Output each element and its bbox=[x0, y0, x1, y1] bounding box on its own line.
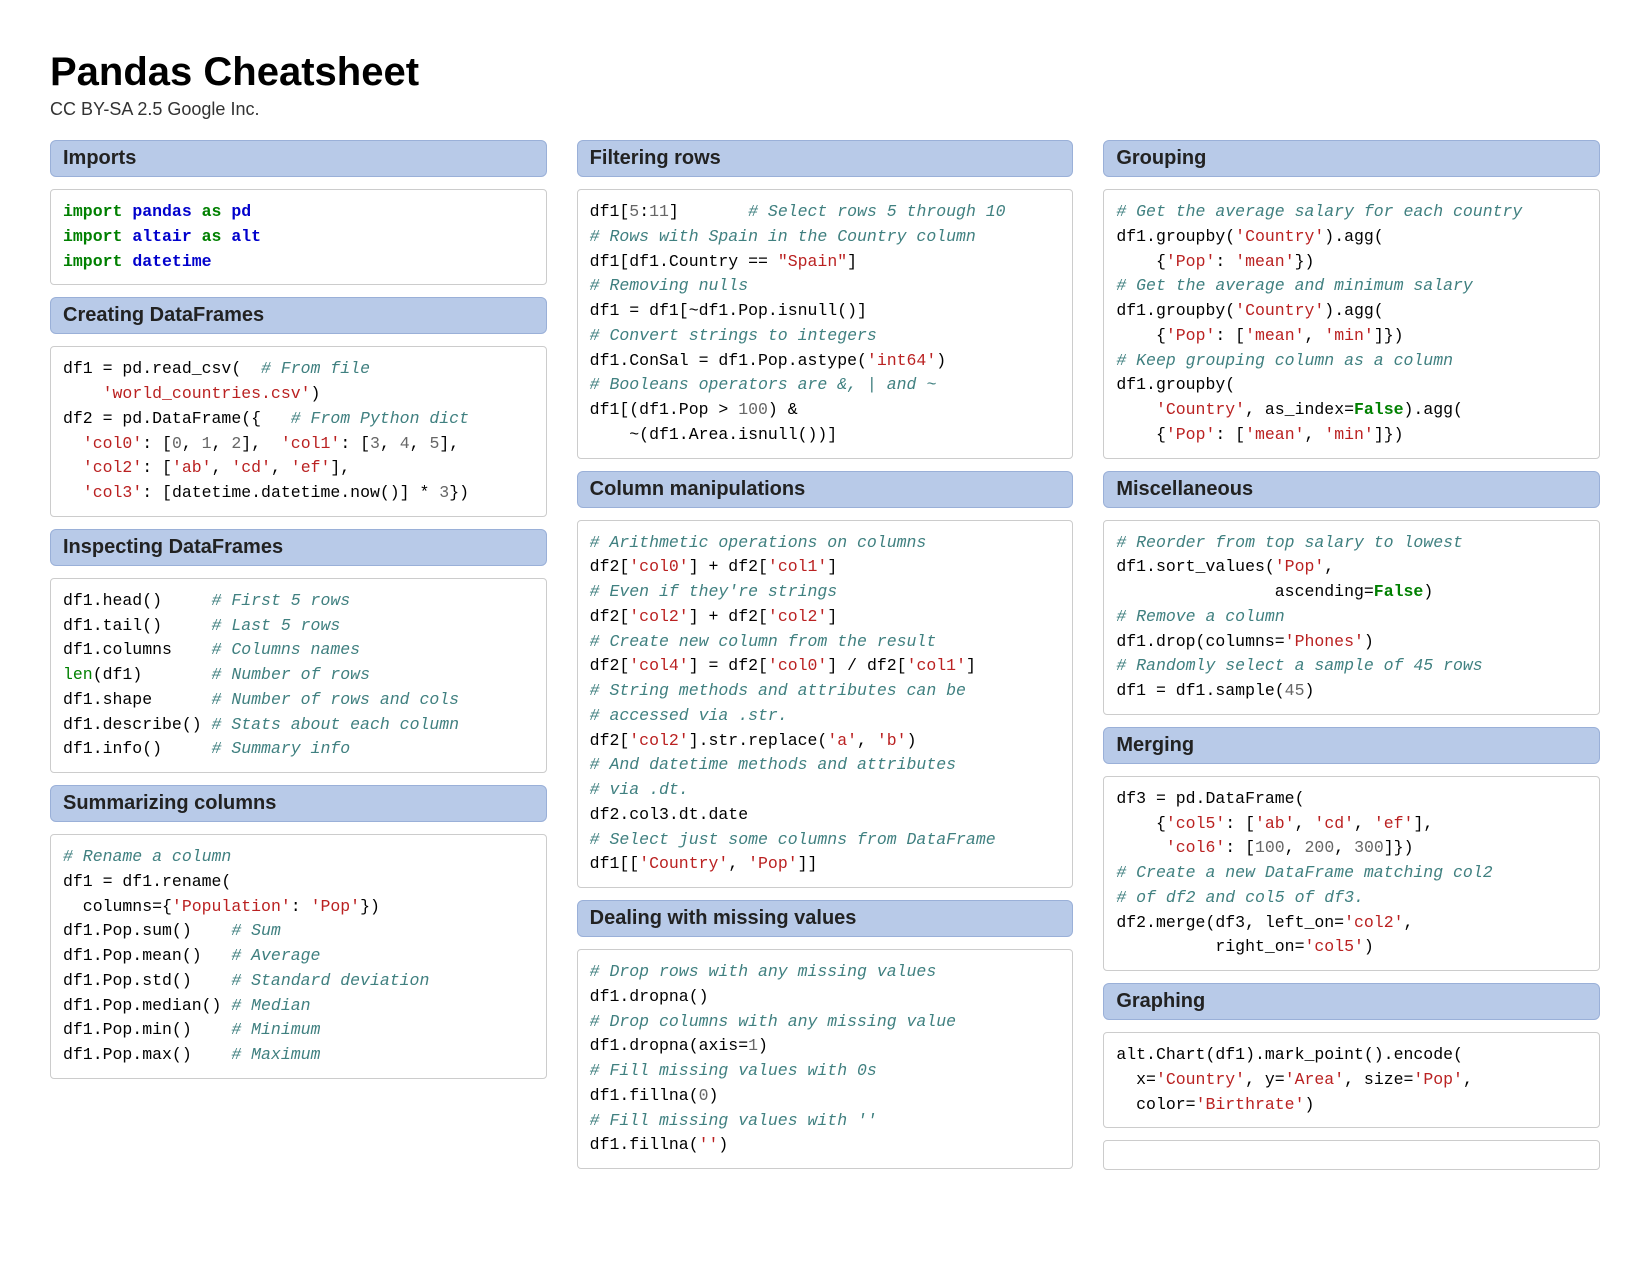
code-summarizing: # Rename a column df1 = df1.rename( colu… bbox=[50, 834, 547, 1079]
section-header-filtering: Filtering rows bbox=[577, 140, 1074, 177]
code-graphing: alt.Chart(df1).mark_point().encode( x='C… bbox=[1103, 1032, 1600, 1128]
code-filtering: df1[5:11] # Select rows 5 through 10 # R… bbox=[577, 189, 1074, 459]
column-2: Filtering rows df1[5:11] # Select rows 5… bbox=[577, 140, 1074, 1170]
code-creating: df1 = pd.read_csv( # From file 'world_co… bbox=[50, 346, 547, 517]
page-subtitle: CC BY-SA 2.5 Google Inc. bbox=[50, 99, 1600, 120]
section-header-grouping: Grouping bbox=[1103, 140, 1600, 177]
column-3: Grouping # Get the average salary for ea… bbox=[1103, 140, 1600, 1170]
column-1: Imports import pandas as pd import altai… bbox=[50, 140, 547, 1170]
code-empty bbox=[1103, 1140, 1600, 1170]
code-inspecting: df1.head() # First 5 rows df1.tail() # L… bbox=[50, 578, 547, 773]
section-header-colmanip: Column manipulations bbox=[577, 471, 1074, 508]
code-imports: import pandas as pd import altair as alt… bbox=[50, 189, 547, 285]
code-grouping: # Get the average salary for each countr… bbox=[1103, 189, 1600, 459]
section-header-inspecting: Inspecting DataFrames bbox=[50, 529, 547, 566]
code-misc: # Reorder from top salary to lowest df1.… bbox=[1103, 520, 1600, 715]
columns-container: Imports import pandas as pd import altai… bbox=[50, 140, 1600, 1170]
section-header-creating: Creating DataFrames bbox=[50, 297, 547, 334]
section-header-summarizing: Summarizing columns bbox=[50, 785, 547, 822]
code-colmanip: # Arithmetic operations on columns df2['… bbox=[577, 520, 1074, 889]
code-merging: df3 = pd.DataFrame( {'col5': ['ab', 'cd'… bbox=[1103, 776, 1600, 971]
section-header-graphing: Graphing bbox=[1103, 983, 1600, 1020]
code-missing: # Drop rows with any missing values df1.… bbox=[577, 949, 1074, 1169]
page-title: Pandas Cheatsheet bbox=[50, 50, 1600, 95]
section-header-imports: Imports bbox=[50, 140, 547, 177]
section-header-missing: Dealing with missing values bbox=[577, 900, 1074, 937]
section-header-misc: Miscellaneous bbox=[1103, 471, 1600, 508]
section-header-merging: Merging bbox=[1103, 727, 1600, 764]
